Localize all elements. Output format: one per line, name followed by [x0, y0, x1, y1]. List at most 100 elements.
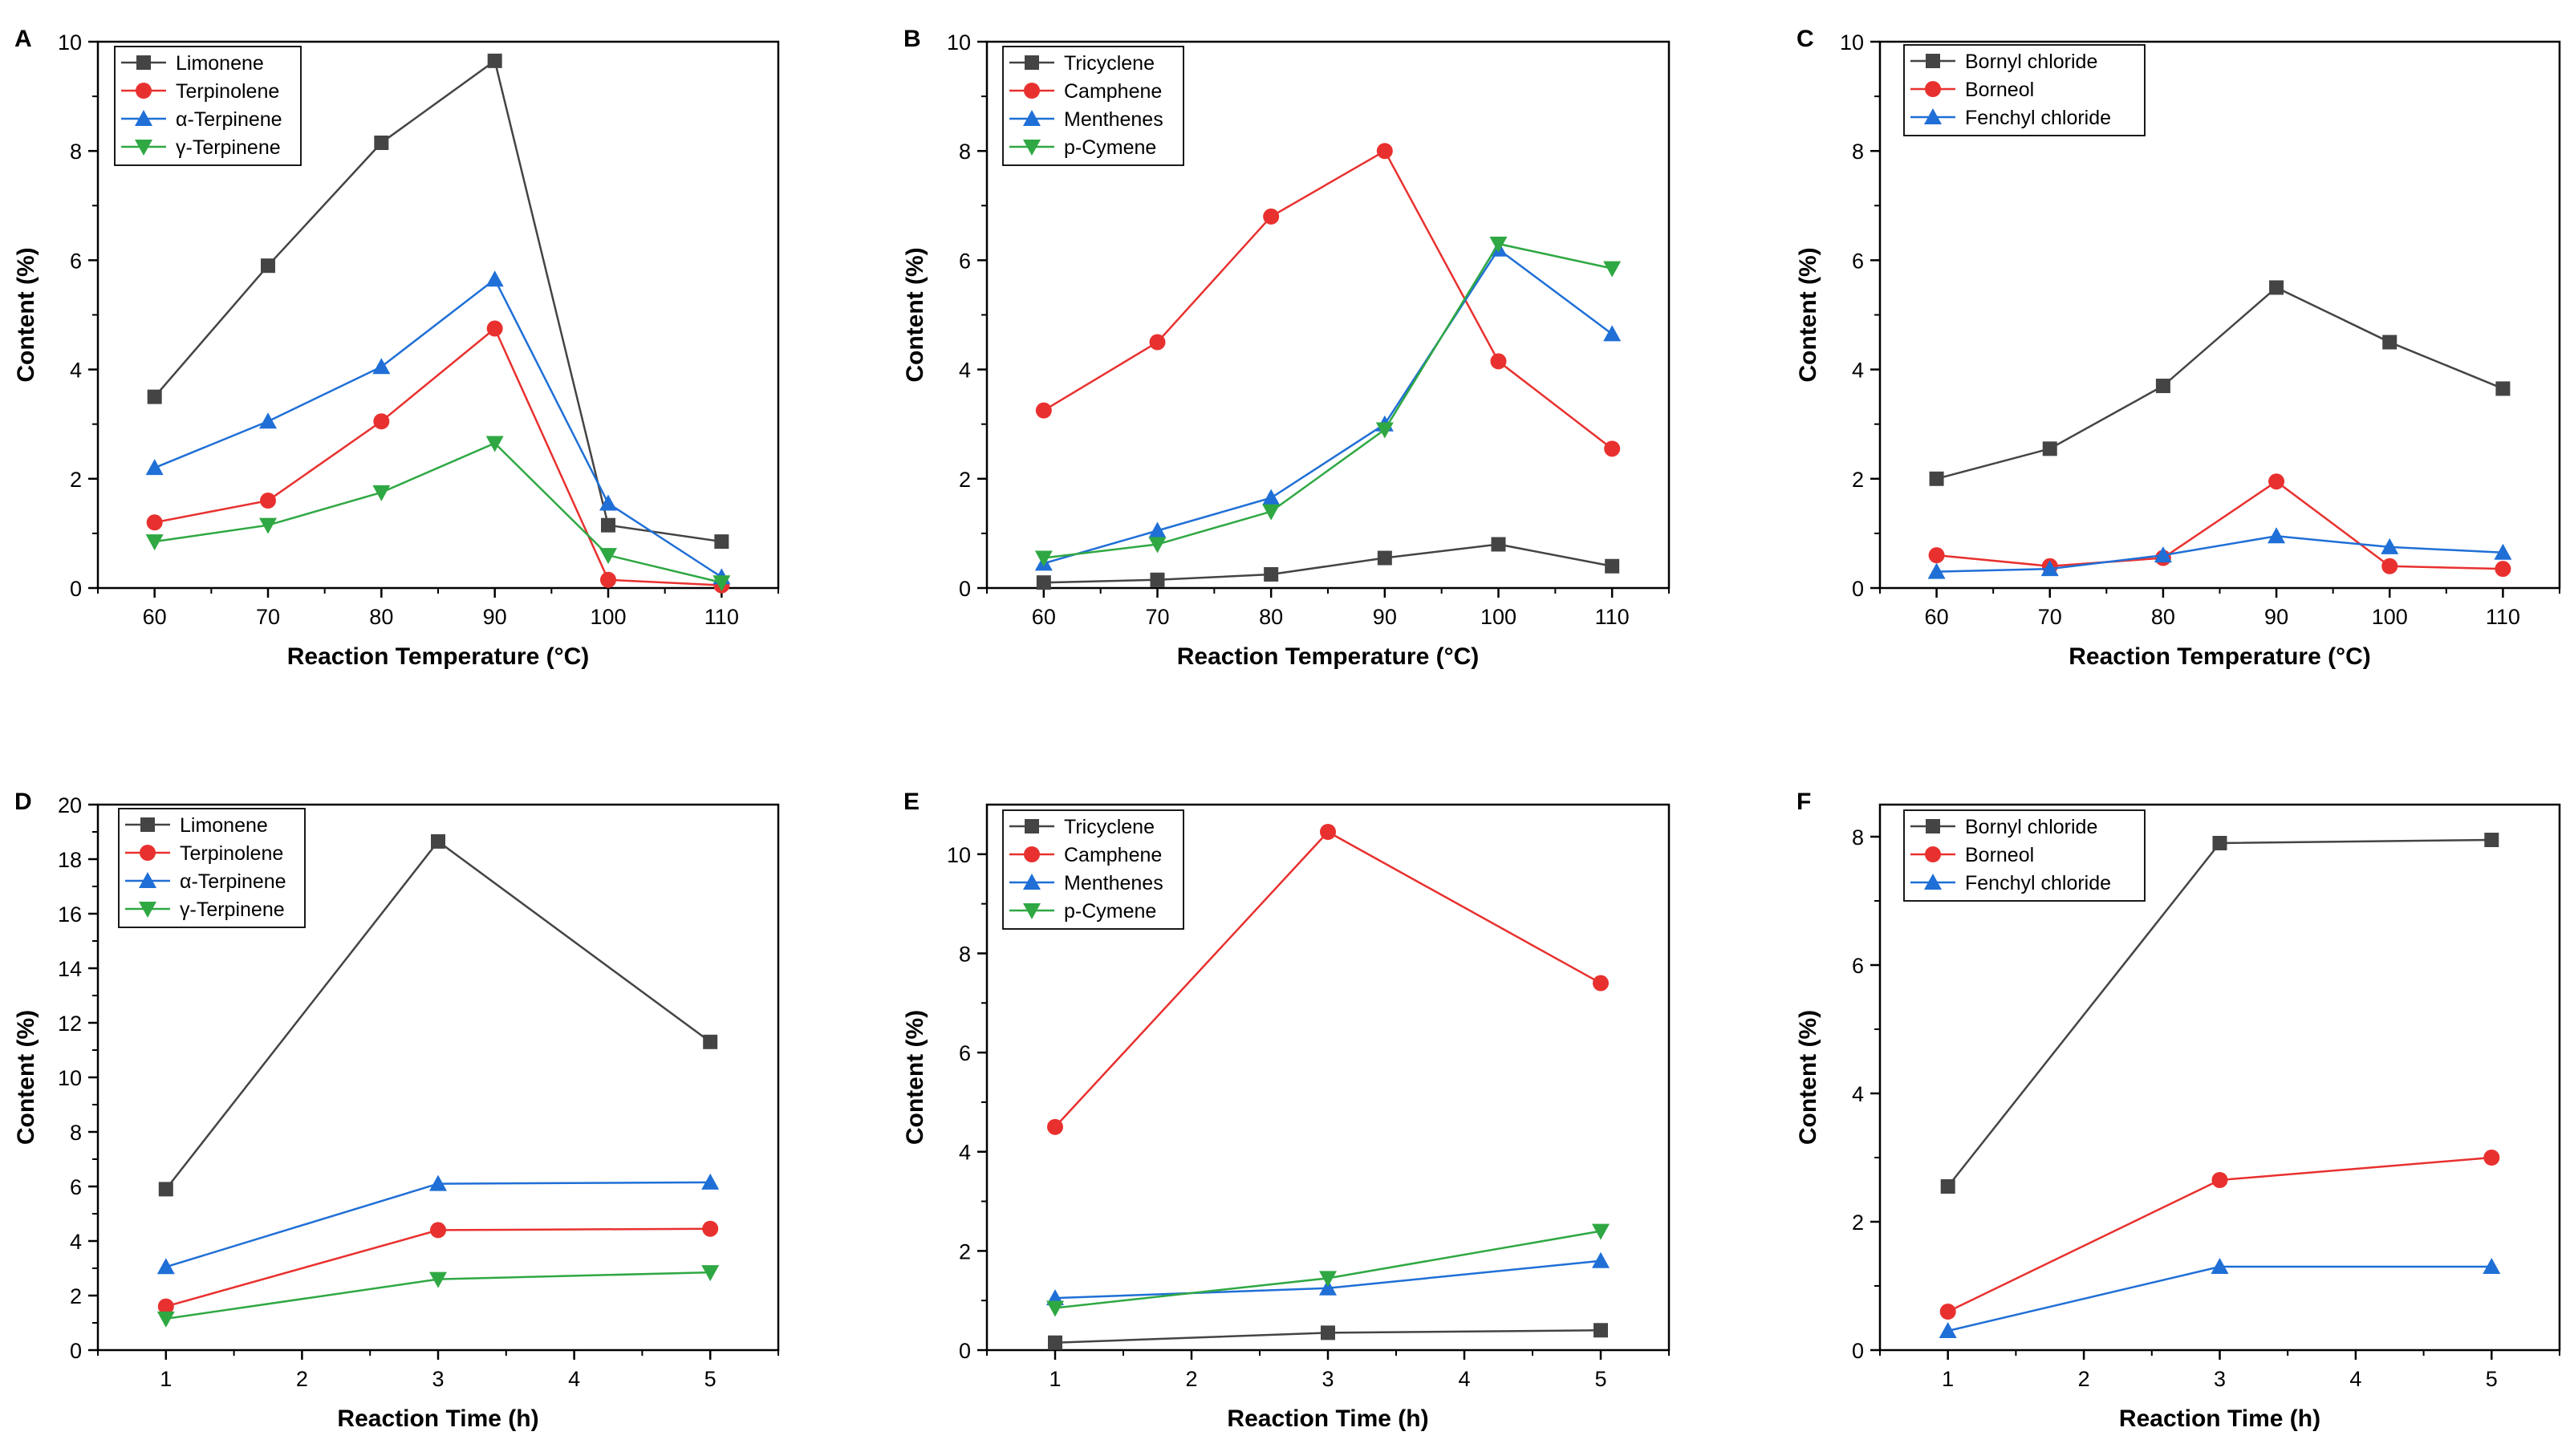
panel-b-xtick-label: 110 — [1595, 605, 1630, 629]
panel-e-point-tricyclene — [1321, 1325, 1335, 1340]
panel-e-point-camphene — [1320, 824, 1336, 840]
panel-a-xtick-label: 110 — [704, 605, 739, 629]
panel-a-point-limonene — [601, 517, 615, 533]
panel-e-xlabel: Reaction Time (h) — [1227, 1405, 1428, 1432]
panel-c-legend-swatch-marker — [1925, 81, 1941, 97]
panel-c-point-fenchyl-chloride — [2154, 546, 2172, 563]
panel-b-point-p-cymene — [1148, 537, 1167, 554]
panel-a-line-limonene — [153, 59, 722, 543]
panel-a-point-limonene — [261, 258, 275, 274]
panel-b-point-tricyclene — [1264, 566, 1279, 582]
panel-b-point-camphene — [1263, 208, 1280, 225]
panel-a-point-limonene — [147, 389, 162, 404]
panel-c-line-bornyl-chloride — [1936, 286, 2503, 481]
panel-b-point-menthenes — [1262, 489, 1281, 505]
panel-a-ytick-label: 6 — [70, 249, 82, 273]
panel-d-legend-label: γ-Terpinene — [180, 898, 285, 921]
panel-e-legend-swatch-marker — [1025, 819, 1039, 833]
panel-b-legend-swatch-marker — [1024, 83, 1040, 99]
panel-a-xtick-label: 90 — [483, 605, 507, 629]
panel-e-legend-swatch-marker — [1023, 903, 1041, 919]
panel-f-legend: Bornyl chloride Borneol Fenchyl chloride — [1903, 809, 2146, 902]
panel-a-point-terpinolene — [600, 571, 616, 588]
panel-d-point-terpinene — [701, 1173, 720, 1190]
panel-a-point-terpinene — [599, 494, 617, 511]
panel-b-legend-label: Tricyclene — [1064, 52, 1155, 75]
panel-d-xtick-label: 2 — [296, 1367, 308, 1391]
panel-a-point-limonene — [374, 135, 389, 150]
panel-f-point-bornyl-chloride — [1940, 1179, 1955, 1194]
panel-a-point-limonene — [714, 534, 729, 550]
panel-d-series-terpinolene — [157, 1220, 719, 1315]
panel-d-ytick-label: 8 — [70, 1121, 82, 1145]
panel-c-legend: Bornyl chloride Borneol Fenchyl chloride — [1903, 44, 2146, 136]
panel-f-letter: F — [1797, 789, 1811, 815]
panel-a-line-terpinolene — [154, 326, 722, 586]
panel-b-point-camphene — [1149, 334, 1166, 351]
panel-c-point-bornyl-chloride — [1929, 471, 1944, 486]
panel-e-xtick-label: 1 — [1049, 1367, 1061, 1391]
panel-b-point-camphene — [1604, 440, 1621, 457]
panel-d-point-limonene — [158, 1182, 173, 1197]
panel-e-series-camphene — [1047, 824, 1609, 1135]
panel-f-ytick-label: 4 — [1852, 1082, 1864, 1106]
panel-c-point-fenchyl-chloride — [2494, 543, 2512, 560]
panel-b-ytick-label: 6 — [959, 249, 971, 273]
panel-f-point-borneol — [2483, 1150, 2500, 1166]
panel-d-ytick-label: 20 — [58, 793, 82, 817]
panel-f-point-bornyl-chloride — [2484, 833, 2499, 847]
panel-d-ytick-label: 0 — [70, 1339, 82, 1363]
panel-b-letter: B — [903, 26, 921, 52]
panel-c-series-fenchyl-chloride — [1927, 527, 2512, 579]
panel-d-series-terpinene — [156, 1173, 720, 1275]
panel-b-legend-label: Camphene — [1064, 80, 1162, 103]
panel-a-legend-label: γ-Terpinene — [176, 136, 281, 159]
panel-b-point-camphene — [1035, 402, 1052, 419]
panel-a-line-terpinene — [154, 278, 723, 578]
panel-b-legend-swatch-marker — [1023, 140, 1041, 156]
panel-a-ytick-label: 8 — [70, 140, 82, 164]
panel-f-series-borneol — [1939, 1150, 2500, 1320]
panel-a-xtick-label: 80 — [369, 605, 393, 629]
panel-c-legend-label: Fenchyl chloride — [1965, 107, 2111, 129]
panel-d-ytick-label: 18 — [58, 848, 82, 872]
panel-c-xtick-label: 80 — [2151, 605, 2175, 629]
panel-d-legend-swatch-marker — [140, 845, 156, 861]
panel-f-xtick-label: 3 — [2214, 1367, 2226, 1391]
panel-f-legend-swatch-marker — [1926, 819, 1940, 833]
panel-b-point-menthenes — [1148, 521, 1167, 538]
panel-a-point-terpinene — [372, 485, 391, 501]
panel-e-ytick-label: 0 — [959, 1339, 971, 1363]
panel-a-ytick-label: 2 — [70, 468, 82, 492]
panel-a-point-terpinene — [259, 517, 277, 534]
panel-f-point-fenchyl-chloride — [2211, 1258, 2229, 1274]
panel-e-xtick-label: 3 — [1322, 1367, 1334, 1391]
panel-c-xtick-label: 70 — [2038, 605, 2062, 629]
panel-b: B 0 2 4 6 8 10 60 70 80 90 100 110 Reaction Temperatu… — [902, 26, 1671, 670]
panel-d-point-limonene — [703, 1034, 718, 1049]
panel-e-point-tricyclene — [1594, 1323, 1608, 1338]
panel-b-line-tricyclene — [1043, 543, 1613, 584]
panel-a-ytick-label: 4 — [70, 359, 82, 383]
panel-d-ytick-label: 2 — [70, 1284, 82, 1308]
panel-d-ytick-label: 6 — [70, 1175, 82, 1199]
panel-e-xtick-label: 5 — [1594, 1367, 1606, 1391]
panel-b-ytick-label: 2 — [959, 468, 971, 492]
panel-a-legend-swatch-marker — [136, 55, 151, 70]
panel-d-ytick-label: 4 — [70, 1230, 82, 1254]
panel-b-ytick-label: 4 — [959, 359, 971, 383]
panel-b-line-p-cymene — [1043, 242, 1613, 559]
panel-e-point-p-cymene — [1046, 1300, 1064, 1317]
panel-d-letter: D — [14, 789, 32, 815]
panel-c-xlabel: Reaction Temperature (°C) — [2069, 643, 2371, 670]
panel-c-ytick-label: 0 — [1852, 577, 1864, 601]
panel-f-point-fenchyl-chloride — [1939, 1322, 1957, 1338]
panel-c-ytick-label: 2 — [1852, 468, 1864, 492]
panel-f-ytick-label: 6 — [1852, 954, 1864, 978]
panel-d-ylabel: Content (%) — [13, 1010, 39, 1145]
panel-e-legend-label: Menthenes — [1064, 872, 1163, 894]
panel-a-series-limonene — [147, 53, 729, 550]
